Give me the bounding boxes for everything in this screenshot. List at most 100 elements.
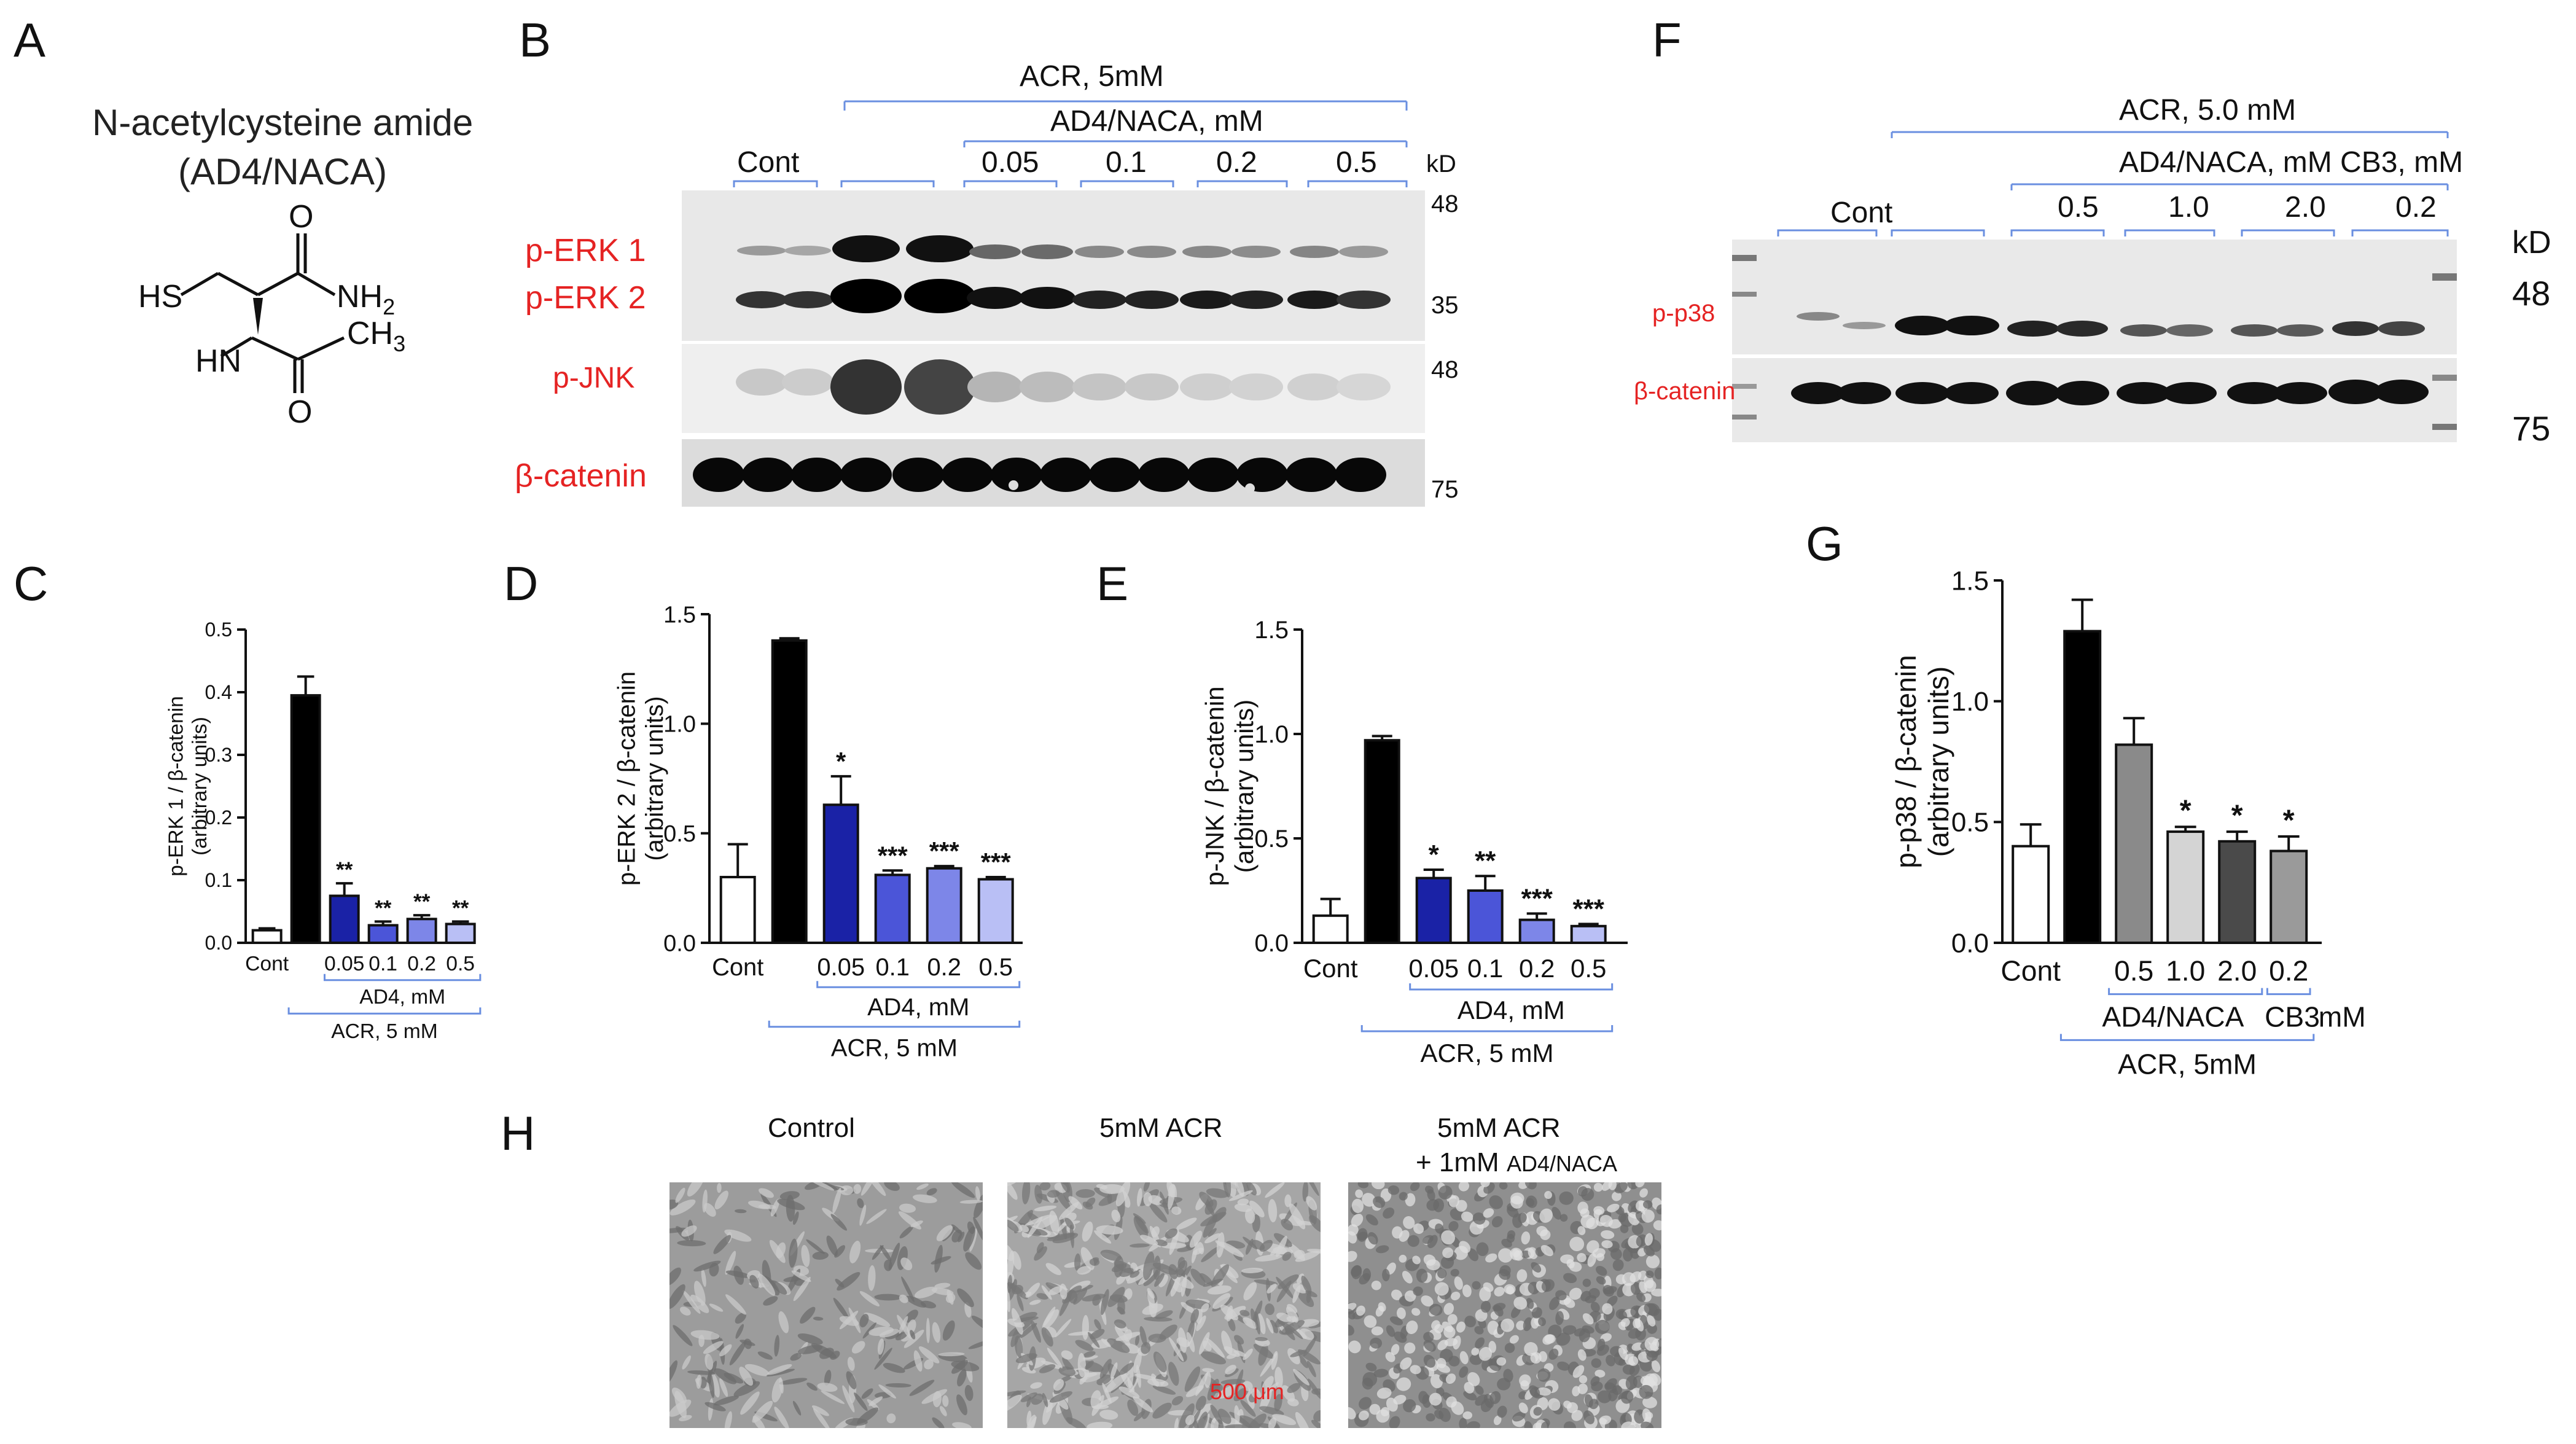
cell-shape — [1155, 1310, 1173, 1319]
cell-shape — [1497, 1405, 1507, 1418]
cell-shape — [1437, 1357, 1446, 1368]
cell-shape — [1641, 1209, 1655, 1223]
cell-shape — [854, 1392, 868, 1411]
significance-label: ** — [375, 896, 392, 920]
cell-shape — [1027, 1216, 1043, 1238]
cell-shape — [916, 1183, 929, 1190]
bracket-acr — [768, 1020, 1021, 1028]
cell-shape — [1518, 1212, 1527, 1223]
significance-label: ** — [336, 858, 353, 882]
cell-shape — [714, 1395, 739, 1406]
cell-shape — [1007, 1244, 1014, 1262]
cell-shape — [1493, 1305, 1504, 1317]
significance-label: *** — [981, 848, 1012, 876]
cell-shape — [1651, 1289, 1661, 1297]
band-label-pp38: p-p38 — [1652, 300, 1715, 327]
cell-shape — [747, 1200, 770, 1209]
cell-shape — [821, 1390, 845, 1404]
cell-shape — [1642, 1200, 1653, 1209]
cell-shape — [671, 1387, 687, 1403]
cell-shape — [853, 1184, 862, 1194]
bar — [822, 803, 859, 945]
cell-shape — [1030, 1382, 1042, 1389]
cell-shape — [1034, 1184, 1043, 1204]
cell-shape — [1092, 1294, 1101, 1306]
cell-shape — [867, 1182, 886, 1196]
cell-shape — [682, 1290, 701, 1314]
cell-shape — [791, 1270, 811, 1282]
cell-shape — [1234, 1369, 1244, 1395]
cell-shape — [1152, 1385, 1176, 1395]
cell-shape — [1286, 1306, 1298, 1323]
significance-label: *** — [878, 841, 908, 870]
blot-f-acr-label: ACR, 5.0 mM — [2119, 94, 2296, 127]
cell-shape — [1124, 1288, 1133, 1300]
cell-shape — [1612, 1385, 1622, 1395]
cell-shape — [1523, 1317, 1532, 1332]
cell-shape — [1423, 1340, 1436, 1352]
cell-shape — [874, 1348, 892, 1370]
cell-shape — [1313, 1410, 1321, 1422]
cell-shape — [1228, 1317, 1236, 1332]
cell-shape — [1007, 1219, 1019, 1232]
bar — [2115, 743, 2153, 944]
structure-subtitle: (AD4/NACA) — [178, 151, 388, 192]
x-tick-label: 0.2 — [1519, 954, 1555, 983]
micro-title-control: Control — [768, 1113, 855, 1143]
cell-shape — [1454, 1276, 1463, 1290]
cell-shape — [719, 1344, 732, 1357]
cell-shape — [1475, 1385, 1484, 1395]
cell-shape — [1134, 1335, 1140, 1346]
cell-shape — [1026, 1410, 1032, 1427]
cell-shape — [767, 1364, 792, 1375]
cell-shape — [677, 1240, 706, 1247]
cell-shape — [1015, 1353, 1037, 1364]
cell-shape — [1147, 1290, 1155, 1308]
cell-shape — [1136, 1188, 1142, 1207]
cell-shape — [932, 1391, 942, 1408]
y-tick-label: 0.5 — [1951, 808, 1989, 838]
cell-shape — [1510, 1195, 1523, 1209]
cell-shape — [1011, 1308, 1023, 1335]
cell-shape — [1459, 1418, 1467, 1428]
cell-shape — [926, 1188, 937, 1196]
cell-shape — [792, 1400, 802, 1416]
cell-shape — [839, 1310, 859, 1330]
cell-shape — [886, 1413, 896, 1424]
cell-shape — [1433, 1198, 1445, 1212]
cell-shape — [868, 1265, 876, 1291]
x-tick-label: 0.5 — [446, 953, 475, 975]
cell-shape — [704, 1402, 726, 1411]
cell-shape — [1281, 1320, 1305, 1335]
cell-shape — [1243, 1317, 1258, 1329]
cell-shape — [1073, 1288, 1088, 1305]
cell-shape — [1133, 1216, 1148, 1239]
cell-shape — [1184, 1366, 1201, 1392]
cell-shape — [725, 1294, 746, 1315]
cell-shape — [1559, 1191, 1574, 1205]
bar — [1364, 739, 1400, 944]
significance-label: * — [2231, 799, 2243, 832]
cell-shape — [845, 1418, 868, 1426]
cell-shape — [1636, 1200, 1646, 1211]
cell-shape — [1356, 1305, 1365, 1316]
cell-shape — [1518, 1402, 1528, 1414]
cell-shape — [899, 1225, 914, 1239]
cell-shape — [733, 1381, 760, 1397]
cell-shape — [1117, 1306, 1126, 1315]
atom-nh2: NH2 — [337, 279, 395, 319]
cell-shape — [895, 1332, 908, 1341]
atom-ch3: CH3 — [347, 316, 405, 356]
blot-f-dose-3: 2.0 — [2285, 191, 2326, 224]
cell-shape — [763, 1296, 778, 1306]
significance-label: ** — [1475, 846, 1496, 876]
cell-shape — [1533, 1407, 1542, 1416]
cell-shape — [1618, 1348, 1628, 1360]
cell-shape — [1082, 1314, 1089, 1340]
cell-shape — [1210, 1404, 1223, 1424]
cell-shape — [1240, 1400, 1256, 1417]
cell-shape — [957, 1288, 974, 1308]
cell-shape — [1198, 1242, 1204, 1254]
cell-shape — [1119, 1268, 1134, 1277]
cell-shape — [1083, 1351, 1096, 1358]
